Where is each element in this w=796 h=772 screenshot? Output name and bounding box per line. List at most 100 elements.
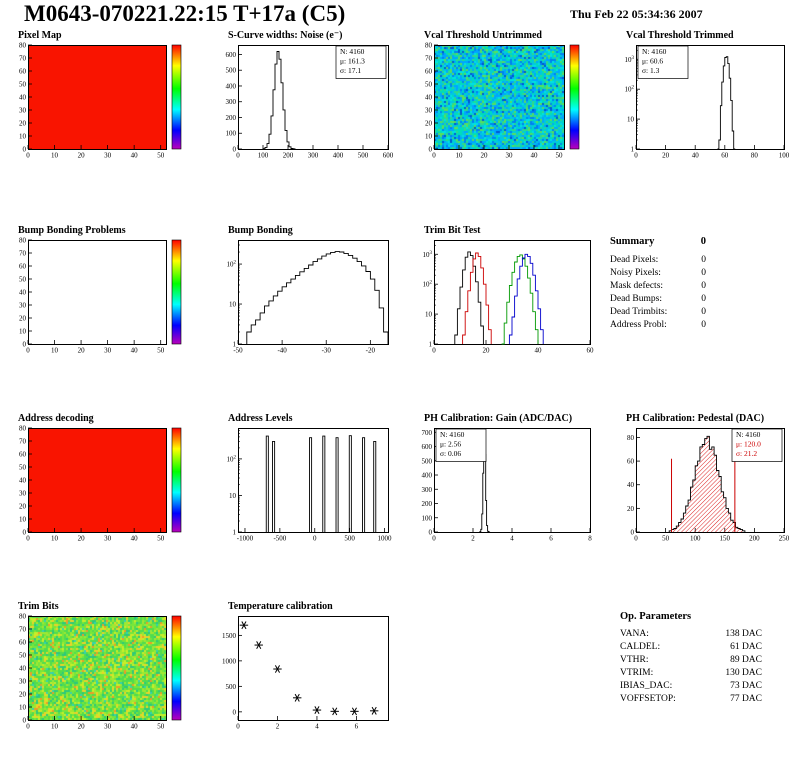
- svg-text:40: 40: [531, 152, 539, 160]
- bump-bonding-plot: -50 -40 -30 -20 1 10 102: [212, 237, 396, 359]
- svg-text:μ: 60.6: μ: 60.6: [642, 57, 663, 66]
- op-row-label: VOFFSETOP:: [620, 694, 676, 704]
- address-levels-plot: -1000 -500 0 500 1000 1 10 102: [212, 425, 396, 547]
- svg-text:30: 30: [104, 347, 112, 355]
- panel-temperature: Temperature calibration 0 2 4 6 0 500 1000 1500: [212, 601, 396, 735]
- svg-text:40: 40: [131, 152, 139, 160]
- svg-text:30: 30: [104, 535, 112, 543]
- svg-text:600: 600: [383, 152, 394, 160]
- svg-text:2: 2: [471, 535, 475, 543]
- svg-text:20: 20: [19, 503, 27, 511]
- svg-text:60: 60: [721, 152, 729, 160]
- svg-text:20: 20: [662, 152, 670, 160]
- op-row-voffsetop: VOFFSETOP: 77 DAC: [620, 693, 762, 706]
- svg-text:20: 20: [78, 723, 86, 731]
- svg-text:20: 20: [425, 120, 433, 128]
- summary-row-label: Address Probl:: [610, 320, 667, 330]
- svg-text:30: 30: [104, 723, 112, 731]
- summary-row-address-probl: Address Probl: 0: [610, 319, 706, 332]
- svg-text:50: 50: [425, 81, 433, 89]
- summary-row-dead-bumps: Dead Bumps: 0: [610, 293, 706, 306]
- svg-text:50: 50: [19, 276, 27, 284]
- svg-text:20: 20: [627, 505, 635, 513]
- svg-text:40: 40: [131, 535, 139, 543]
- svg-text:10: 10: [19, 133, 27, 141]
- trimbit-test-plot: 0 20 40 60 1 10 102 103: [408, 237, 598, 359]
- svg-text:0: 0: [23, 341, 27, 349]
- svg-text:30: 30: [19, 490, 27, 498]
- bump-problems-plot: 0 10 20 30 40 50 0 10 20 30 40 50 60 70 80: [2, 237, 200, 359]
- svg-text:40: 40: [131, 723, 139, 731]
- panel-vcal-untrimmed: Vcal Threshold Untrimmed 0 10 20 30 40 50 0 10 2…: [408, 30, 598, 164]
- svg-text:0: 0: [26, 723, 30, 731]
- svg-text:30: 30: [506, 152, 514, 160]
- summary-row-label: Dead Pixels:: [610, 255, 659, 265]
- summary-row-mask-defects: Mask defects: 0: [610, 280, 706, 293]
- panel-scurve-noise: S-Curve widths: Noise (e⁻) 0 100 200 300 400…: [212, 30, 396, 164]
- op-row-vtrim: VTRIM: 130 DAC: [620, 667, 762, 680]
- svg-text:500: 500: [358, 152, 369, 160]
- svg-text:30: 30: [104, 152, 112, 160]
- svg-text:20: 20: [19, 120, 27, 128]
- svg-text:6: 6: [549, 535, 553, 543]
- svg-text:70: 70: [19, 250, 27, 258]
- summary-row-value: 0: [701, 320, 706, 330]
- svg-text:102: 102: [227, 455, 237, 463]
- svg-text:40: 40: [627, 481, 635, 489]
- op-row-label: VANA:: [620, 629, 649, 639]
- svg-text:-40: -40: [277, 347, 287, 355]
- svg-text:-20: -20: [366, 347, 376, 355]
- svg-text:500: 500: [226, 683, 237, 691]
- svg-text:0: 0: [631, 529, 635, 537]
- vcal-untrimmed-svg: 0 10 20 30 40 50 0 10 20 30 40 50 60 70 80: [425, 42, 580, 160]
- svg-text:10: 10: [425, 133, 433, 141]
- panel-address-levels: Address Levels -1000 -500 0 500 1000 1 10 102: [212, 413, 396, 547]
- svg-text:60: 60: [19, 451, 27, 459]
- svg-text:40: 40: [19, 477, 27, 485]
- summary-total: 0: [700, 236, 706, 247]
- svg-text:60: 60: [19, 263, 27, 271]
- svg-text:6: 6: [355, 723, 359, 731]
- svg-text:10: 10: [51, 152, 59, 160]
- svg-text:200: 200: [749, 535, 760, 543]
- svg-text:10: 10: [51, 347, 59, 355]
- ph-gain-plot: 0 2 4 6 8 0 100 200 300 400 500 600 700 N: 4160 μ: 2.5…: [408, 425, 598, 547]
- svg-text:0: 0: [432, 535, 436, 543]
- svg-text:80: 80: [19, 425, 27, 433]
- op-row-value: 77 DAC: [730, 694, 762, 704]
- timestamp: Thu Feb 22 05:34:36 2007: [570, 7, 703, 21]
- op-row-value: 130 DAC: [725, 668, 762, 678]
- scurve-noise-plot: 0 100 200 300 400 500 600 0 100 200 300 400 500 600 N:…: [212, 42, 396, 164]
- svg-text:60: 60: [627, 458, 635, 466]
- svg-text:0: 0: [233, 708, 237, 716]
- svg-text:40: 40: [19, 289, 27, 297]
- svg-text:0: 0: [432, 152, 436, 160]
- svg-text:0: 0: [634, 535, 638, 543]
- svg-text:50: 50: [19, 81, 27, 89]
- svg-text:μ: 161.3: μ: 161.3: [340, 57, 365, 66]
- svg-text:0: 0: [432, 347, 436, 355]
- svg-text:50: 50: [157, 535, 165, 543]
- svg-text:300: 300: [226, 98, 237, 106]
- op-parameters-title: Op. Parameters: [620, 611, 692, 622]
- vcal-untrimmed-title: Vcal Threshold Untrimmed: [424, 30, 542, 41]
- panel-trim-bits: Trim Bits 0 10 20 30 40 50 0 10 20 30 40 50 60 70 80: [2, 601, 200, 735]
- vcal-trimmed-title: Vcal Threshold Trimmed: [626, 30, 734, 41]
- svg-text:30: 30: [425, 107, 433, 115]
- op-row-value: 138 DAC: [725, 629, 762, 639]
- bump-problems-svg: 0 10 20 30 40 50 0 10 20 30 40 50 60 70 80: [19, 237, 182, 355]
- address-decoding-title: Address decoding: [18, 413, 94, 424]
- bump-bonding-svg: -50 -40 -30 -20 1 10 102: [227, 240, 389, 355]
- svg-text:σ: 1.3: σ: 1.3: [642, 66, 660, 75]
- vcal-untrimmed-heatmap-canvas: [434, 45, 564, 149]
- trimbit-test-svg: 0 20 40 60 1 10 102 103: [423, 240, 594, 355]
- pixel-map-title: Pixel Map: [18, 30, 62, 41]
- vcal-trimmed-plot: 0 20 40 60 80 100 1 10 102 103 N: 4160 μ: 60.6 σ: 1.…: [610, 42, 792, 164]
- op-row-value: 61 DAC: [730, 642, 762, 652]
- svg-text:200: 200: [283, 152, 294, 160]
- address-levels-svg: -1000 -500 0 500 1000 1 10 102: [227, 428, 392, 543]
- panel-address-decoding: Address decoding 0 10 20 30 40 50 0 10 20 30 40 50 6…: [2, 413, 200, 547]
- svg-text:-1000: -1000: [237, 535, 254, 543]
- svg-text:100: 100: [258, 152, 269, 160]
